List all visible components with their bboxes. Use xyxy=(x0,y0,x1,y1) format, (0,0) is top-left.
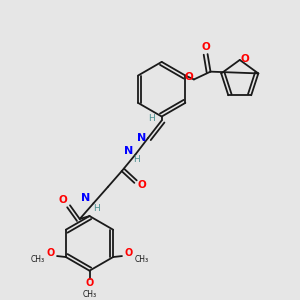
Text: CH₃: CH₃ xyxy=(82,290,97,298)
Text: CH₃: CH₃ xyxy=(31,256,45,265)
Text: N: N xyxy=(81,194,90,203)
Text: CH₃: CH₃ xyxy=(134,256,148,265)
Text: H: H xyxy=(93,204,100,213)
Text: O: O xyxy=(59,195,68,206)
Text: O: O xyxy=(125,248,133,258)
Text: O: O xyxy=(46,248,54,258)
Text: O: O xyxy=(138,180,147,190)
Text: H: H xyxy=(148,114,155,123)
Text: H: H xyxy=(133,155,140,164)
Text: O: O xyxy=(201,42,210,52)
Text: N: N xyxy=(124,146,133,156)
Text: O: O xyxy=(185,71,194,82)
Text: O: O xyxy=(85,278,94,288)
Text: N: N xyxy=(136,133,146,143)
Text: O: O xyxy=(240,54,249,64)
